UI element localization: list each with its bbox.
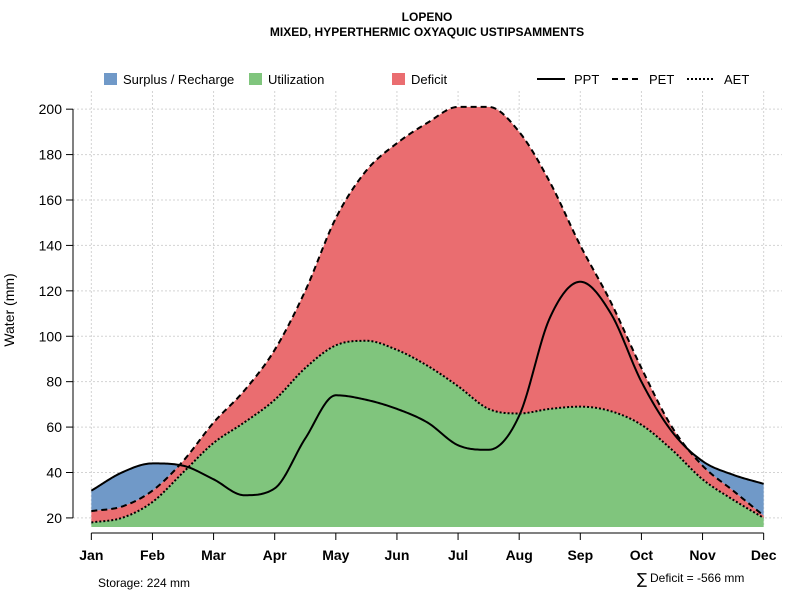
deficit-note: Deficit = -566 mm: [650, 571, 744, 585]
y-tick-label: 140: [39, 237, 63, 253]
axes: 20 40 60 80 100 120 140 160 180 200 Jan Feb Mar Apr Ma…: [39, 101, 777, 563]
x-tick-label: Apr: [263, 547, 288, 563]
legend-label-ppt: PPT: [574, 72, 599, 87]
x-tick-label: Sep: [567, 547, 593, 563]
x-tick-label: Feb: [140, 547, 165, 563]
y-tick-label: 40: [46, 465, 62, 481]
y-tick-label: 200: [39, 101, 63, 117]
legend-label-deficit: Deficit: [411, 72, 448, 87]
pet-line: [91, 105, 765, 517]
x-tick-label: Jan: [79, 547, 103, 563]
y-tick-label: 80: [46, 374, 62, 390]
x-tick-label: Mar: [201, 547, 226, 563]
series-lines: [90, 105, 765, 524]
y-tick-label: 160: [39, 192, 63, 208]
chart-subtitle: MIXED, HYPERTHERMIC OXYAQUIC USTIPSAMMEN…: [270, 25, 584, 39]
y-tick-label: 180: [39, 147, 63, 163]
ppt-line: [90, 280, 764, 497]
legend-swatch-utilization: [249, 73, 262, 85]
y-tick-label: 100: [39, 328, 63, 344]
legend-label-pet: PET: [649, 72, 674, 87]
x-tick-label: Jun: [384, 547, 409, 563]
deficit-area: [91, 106, 764, 523]
x-tick-label: May: [322, 547, 349, 563]
areas: [91, 106, 764, 527]
legend-label-utilization: Utilization: [268, 72, 324, 87]
utilization-area: [91, 340, 764, 527]
x-tick-label: Aug: [506, 547, 533, 563]
legend-label-aet: AET: [724, 72, 749, 87]
x-tick-label: Nov: [689, 547, 716, 563]
y-tick-label: 60: [46, 419, 62, 435]
y-tick-label: 120: [39, 283, 63, 299]
aet-line: [91, 339, 765, 524]
y-tick-label: 20: [46, 510, 62, 526]
legend-swatch-deficit: [392, 73, 405, 85]
x-tick-label: Jul: [448, 547, 468, 563]
y-axis-label: Water (mm): [1, 273, 17, 346]
sum-symbol: ∑: [637, 570, 647, 588]
surplus-area: [91, 106, 764, 516]
legend-swatch-surplus: [104, 73, 117, 85]
legend: Surplus / Recharge Utilization Deficit P…: [104, 72, 749, 87]
x-tick-label: Oct: [630, 547, 654, 563]
storage-note: Storage: 224 mm: [98, 576, 190, 590]
legend-label-surplus: Surplus / Recharge: [123, 72, 234, 87]
chart-title: LOPENO: [402, 10, 453, 24]
x-tick-label: Dec: [751, 547, 777, 563]
